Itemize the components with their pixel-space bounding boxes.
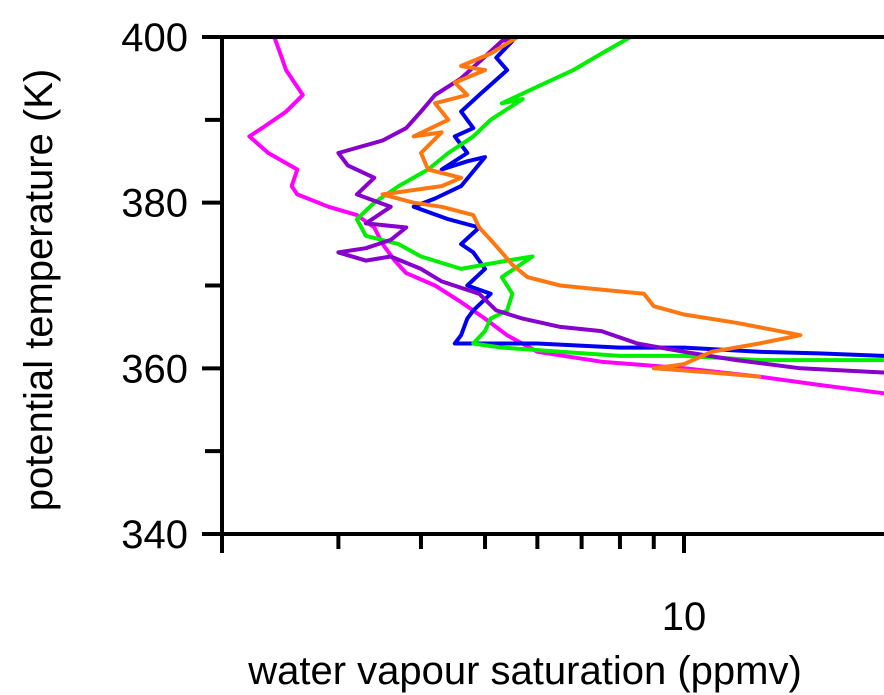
y-axis-label: potential temperature (K) [17, 69, 61, 511]
y-ticks: 340 360 380 400 [121, 16, 222, 557]
y-tick-label: 400 [121, 16, 188, 60]
y-tick-label: 360 [121, 347, 188, 391]
series-line-4 [336, 36, 884, 375]
x-ticks: 10 [220, 534, 707, 639]
series-layer [247, 36, 884, 396]
series-line-1 [247, 36, 884, 396]
series-line-5 [380, 36, 803, 379]
y-tick-label: 380 [121, 182, 188, 226]
series-line-3 [354, 36, 884, 363]
x-tick-label: 10 [662, 595, 707, 639]
series-line-2 [411, 39, 884, 358]
x-axis-label: water vapour saturation (ppmv) [247, 649, 802, 693]
y-tick-label: 340 [121, 513, 188, 557]
